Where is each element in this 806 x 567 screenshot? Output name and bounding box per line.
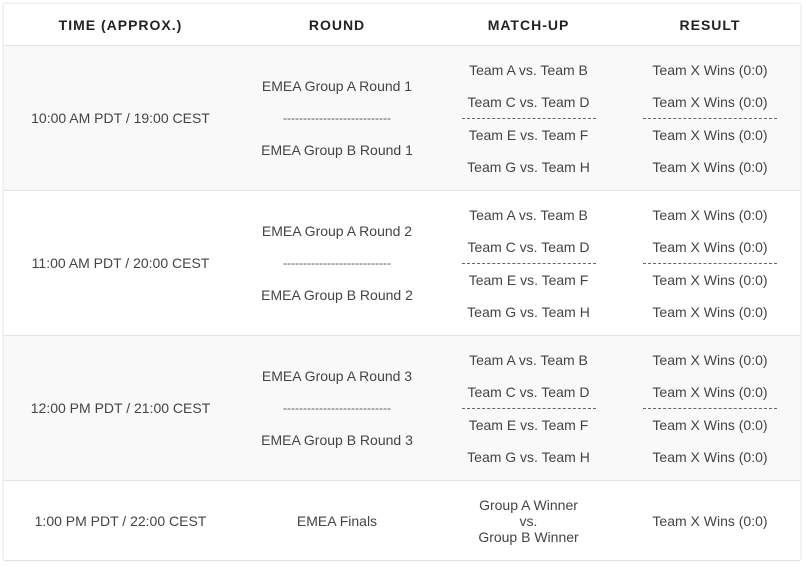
result-label: Team X Wins (0:0) (652, 271, 768, 288)
match-label: Team A vs. Team B (469, 61, 588, 78)
schedule-table: TIME (APPROX.) ROUND MATCH-UP RESULT 10:… (4, 4, 800, 561)
result-cell: Team X Wins (0:0) Team X Wins (0:0) Team… (620, 335, 800, 481)
round-label: EMEA Group B Round 2 (261, 287, 413, 303)
match-up-cell: Team A vs. Team B Team C vs. Team D Team… (437, 335, 620, 481)
header-result: RESULT (620, 4, 800, 46)
result-label: Team X Wins (0:0) (652, 126, 768, 143)
match-label: Group B Winner (478, 528, 579, 545)
result-label: Team X Wins (0:0) (652, 238, 768, 255)
divider (643, 407, 777, 409)
result-label: Team X Wins (0:0) (652, 416, 768, 433)
round-cell: EMEA Finals (237, 480, 437, 561)
result-cell: Team X Wins (0:0) Team X Wins (0:0) Team… (620, 190, 800, 336)
match-label: Team G vs. Team H (467, 158, 590, 175)
round-separator: --------------------------- (283, 401, 391, 415)
divider (461, 262, 596, 264)
header-match-up: MATCH-UP (437, 4, 620, 46)
result-cell: Team X Wins (0:0) Team X Wins (0:0) Team… (620, 45, 800, 191)
match-label: Team A vs. Team B (469, 206, 588, 223)
schedule-table-container: TIME (APPROX.) ROUND MATCH-UP RESULT 10:… (4, 4, 800, 561)
result-label: Team X Wins (0:0) (652, 448, 768, 465)
header-round: ROUND (237, 4, 437, 46)
divider (643, 262, 777, 264)
round-label: EMEA Group A Round 2 (261, 223, 413, 239)
header-time: TIME (APPROX.) (4, 4, 237, 46)
round-separator: --------------------------- (283, 111, 391, 125)
result-label: Team X Wins (0:0) (652, 206, 768, 223)
round-cell: EMEA Group A Round 2 -------------------… (237, 190, 437, 336)
match-label: Team C vs. Team D (467, 238, 590, 255)
table-row: 10:00 AM PDT / 19:00 CEST EMEA Group A R… (4, 45, 800, 191)
result-label: Team X Wins (0:0) (652, 158, 768, 175)
table-row: 12:00 PM PDT / 21:00 CEST EMEA Group A R… (4, 335, 800, 481)
table-row: 1:00 PM PDT / 22:00 CEST EMEA Finals Gro… (4, 480, 800, 561)
match-label: Team E vs. Team F (468, 271, 589, 288)
match-up-cell: Group A Winner vs. Group B Winner (437, 480, 620, 561)
match-label: Team G vs. Team H (467, 303, 590, 320)
match-up-cell: Team A vs. Team B Team C vs. Team D Team… (437, 190, 620, 336)
result-label: Team X Wins (0:0) (652, 61, 768, 78)
match-label: Team C vs. Team D (467, 93, 590, 110)
time-cell: 12:00 PM PDT / 21:00 CEST (4, 335, 237, 481)
match-label: Team G vs. Team H (467, 448, 590, 465)
match-label: Team E vs. Team F (468, 126, 589, 143)
result-label: Team X Wins (0:0) (652, 303, 768, 320)
time-cell: 11:00 AM PDT / 20:00 CEST (4, 190, 237, 336)
result-label: Team X Wins (0:0) (652, 351, 768, 368)
time-cell: 1:00 PM PDT / 22:00 CEST (4, 480, 237, 561)
divider (461, 407, 596, 409)
match-label: Team A vs. Team B (469, 351, 588, 368)
match-label: vs. (519, 512, 538, 529)
match-label: Group A Winner (479, 496, 578, 513)
result-label: Team X Wins (0:0) (652, 383, 768, 400)
table-row: 11:00 AM PDT / 20:00 CEST EMEA Group A R… (4, 190, 800, 336)
result-cell: Team X Wins (0:0) (620, 480, 800, 561)
round-label: EMEA Group A Round 3 (261, 368, 413, 384)
divider (461, 117, 596, 119)
round-label: EMEA Group A Round 1 (261, 78, 413, 94)
round-label: EMEA Group B Round 1 (261, 142, 413, 158)
divider (643, 117, 777, 119)
match-label: Team E vs. Team F (468, 416, 589, 433)
match-label: Team C vs. Team D (467, 383, 590, 400)
header-row: TIME (APPROX.) ROUND MATCH-UP RESULT (4, 4, 800, 46)
time-cell: 10:00 AM PDT / 19:00 CEST (4, 45, 237, 191)
round-label: EMEA Group B Round 3 (261, 432, 413, 448)
round-cell: EMEA Group A Round 3 -------------------… (237, 335, 437, 481)
match-up-cell: Team A vs. Team B Team C vs. Team D Team… (437, 45, 620, 191)
result-label: Team X Wins (0:0) (652, 93, 768, 110)
round-cell: EMEA Group A Round 1 -------------------… (237, 45, 437, 191)
round-separator: --------------------------- (283, 256, 391, 270)
